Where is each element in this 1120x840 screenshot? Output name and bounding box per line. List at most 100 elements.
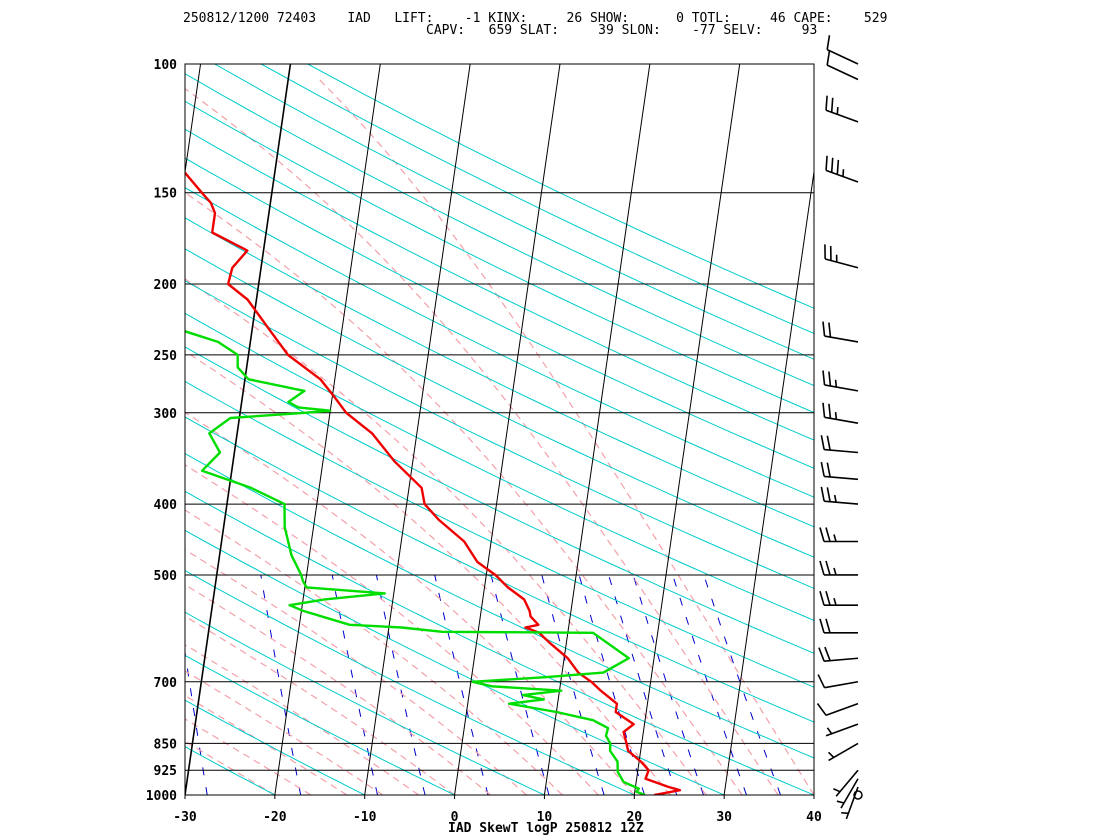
wind-barb bbox=[822, 402, 859, 424]
dry-adiabat-line bbox=[185, 380, 814, 688]
wind-barb-feather bbox=[819, 618, 825, 634]
temperature-tick-labels: -30 -20 -10 0 10 20 30 40 bbox=[173, 795, 822, 825]
isotherm-line bbox=[813, 791, 814, 795]
wind-barb bbox=[826, 35, 859, 65]
moist-adiabat-line bbox=[185, 584, 491, 795]
wind-barb-feather bbox=[826, 35, 831, 50]
wind-barb bbox=[826, 50, 859, 81]
wind-barb-half-feather bbox=[833, 597, 837, 606]
wind-barb-half-feather bbox=[842, 169, 845, 177]
wind-barb-shaft bbox=[824, 258, 859, 269]
wind-barb-feather bbox=[828, 371, 832, 387]
calm-wind-circle bbox=[853, 790, 863, 800]
moist-adiabat-line bbox=[185, 411, 635, 795]
wind-barb-half-feather bbox=[834, 412, 838, 420]
wind-barb bbox=[824, 244, 859, 269]
isotherm-line bbox=[274, 64, 381, 795]
pressure-tick-label: 1000 bbox=[146, 789, 177, 804]
dry-adiabat-line bbox=[185, 157, 814, 469]
pressure-tick-label: 250 bbox=[154, 349, 178, 364]
temperature-tick-label: 40 bbox=[806, 810, 822, 825]
wind-barb-shaft bbox=[845, 786, 859, 820]
mixing-ratio-lines bbox=[185, 574, 781, 795]
temperature-tick-label: 0 bbox=[451, 810, 459, 825]
moist-adiabat-line bbox=[185, 191, 743, 795]
wind-barb-feather bbox=[822, 402, 826, 418]
isotherm-line bbox=[185, 64, 292, 795]
wind-barb-shaft bbox=[826, 48, 859, 65]
moist-adiabat-line bbox=[185, 670, 384, 795]
isotherm-line bbox=[633, 64, 741, 795]
dry-adiabat-line bbox=[185, 490, 814, 795]
isotherm-line bbox=[0, 64, 21, 795]
mixing-ratio-line bbox=[490, 574, 550, 795]
wind-barb bbox=[833, 769, 859, 797]
plot-frame bbox=[184, 63, 815, 796]
wind-barb-feather bbox=[830, 97, 834, 113]
wind-barb-half-feather bbox=[833, 494, 837, 503]
dry-adiabat-line bbox=[185, 569, 635, 795]
wind-barb-shaft bbox=[825, 702, 859, 717]
wind-barb-feather bbox=[825, 155, 828, 171]
wind-barb-half-feather bbox=[827, 751, 835, 758]
mixing-ratio-line bbox=[703, 574, 781, 795]
wind-barb bbox=[841, 786, 859, 820]
wind-barb-feather bbox=[825, 590, 831, 606]
moist-adiabat-line bbox=[185, 87, 779, 795]
wind-barb bbox=[825, 723, 859, 737]
wind-barb bbox=[825, 95, 859, 123]
wind-barb-shaft bbox=[825, 169, 859, 183]
wind-barb-shaft bbox=[828, 742, 859, 762]
header-line-2: CAPV: 659 SLAT: 39 SLON: -77 SELV: 93 bbox=[426, 23, 817, 38]
wind-barb-feather bbox=[820, 486, 825, 502]
dry-adiabat-line bbox=[185, 746, 276, 795]
wind-barb-feather bbox=[818, 647, 825, 662]
dry-adiabat-line bbox=[185, 452, 814, 759]
wind-barb-shaft bbox=[824, 475, 859, 481]
dry-adiabat-line bbox=[185, 416, 814, 723]
wind-barb-half-feather bbox=[833, 788, 841, 793]
wind-barb-feather bbox=[828, 322, 832, 338]
wind-barb-feather bbox=[825, 95, 828, 111]
wind-barb-feather bbox=[826, 462, 831, 478]
pressure-tick-label: 400 bbox=[154, 498, 178, 513]
pressure-tick-label: 100 bbox=[154, 58, 178, 73]
wind-barb-feather bbox=[819, 560, 825, 576]
wind-barb-half-feather bbox=[833, 534, 837, 542]
wind-barb-feather bbox=[819, 590, 825, 606]
wind-barb-shaft bbox=[825, 723, 859, 737]
wind-barb-shaft bbox=[824, 680, 859, 689]
mixing-ratio-line bbox=[578, 574, 646, 795]
wind-barb-shaft bbox=[824, 416, 859, 424]
moist-adiabat-line bbox=[185, 694, 348, 795]
pressure-tick-label: 500 bbox=[154, 569, 178, 584]
wind-barb bbox=[819, 560, 858, 576]
wind-barb bbox=[822, 321, 859, 343]
dry-adiabat-line bbox=[260, 64, 814, 335]
wind-barb bbox=[822, 370, 859, 392]
pressure-tick-label: 300 bbox=[154, 407, 178, 422]
wind-barb-half-feather bbox=[836, 800, 845, 804]
wind-barb bbox=[836, 778, 859, 809]
dry-adiabat-line bbox=[0, 64, 95, 795]
moist-adiabat-line bbox=[185, 509, 563, 795]
wind-barb-shaft bbox=[824, 384, 859, 392]
temperature-tick-label: -30 bbox=[173, 810, 197, 825]
wind-barb-half-feather bbox=[826, 727, 833, 735]
temperature-tick-label: -10 bbox=[353, 810, 377, 825]
dry-adiabat-line bbox=[307, 64, 814, 309]
wind-barb bbox=[819, 527, 858, 543]
wind-barb-feather bbox=[822, 321, 826, 337]
wind-barb-shaft bbox=[826, 64, 859, 81]
wind-barb-shaft bbox=[824, 335, 859, 343]
dry-adiabat-line bbox=[185, 529, 725, 795]
wind-barb-shaft bbox=[824, 448, 859, 454]
moist-adiabat-line bbox=[185, 644, 419, 795]
wind-barb bbox=[825, 155, 859, 183]
wind-barb-feather bbox=[824, 646, 831, 661]
wind-barb bbox=[819, 590, 858, 607]
mixing-ratio-line bbox=[672, 574, 747, 795]
isotherm-line bbox=[5, 64, 110, 795]
temperature-tick-label: -20 bbox=[263, 810, 287, 825]
